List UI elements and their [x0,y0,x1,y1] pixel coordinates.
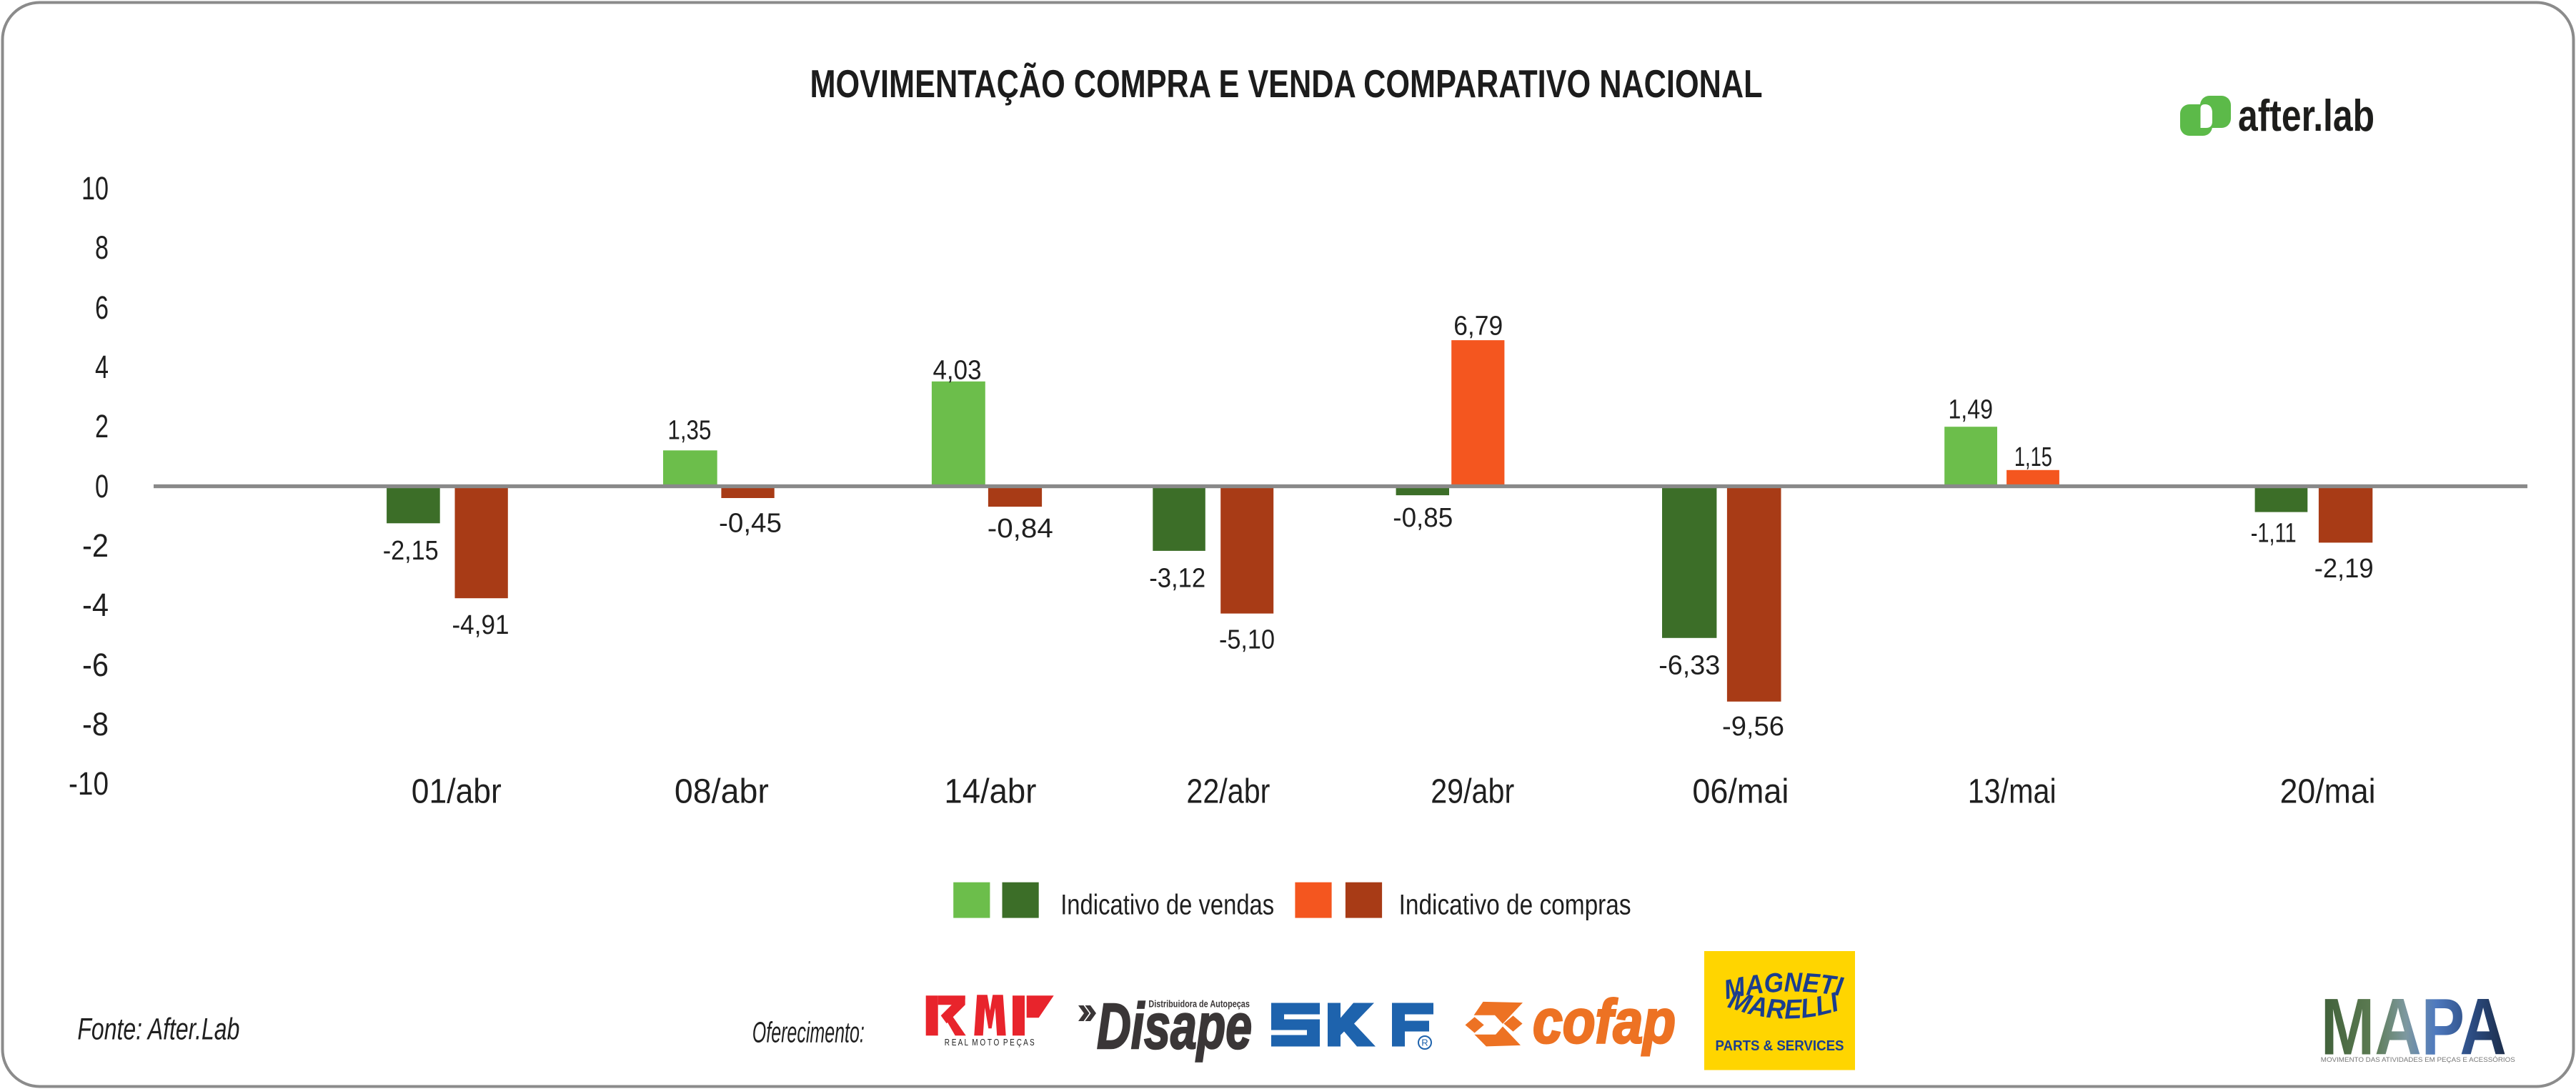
svg-text:-10: -10 [69,765,109,802]
svg-text:6,79: 6,79 [1453,311,1503,341]
svg-text:29/abr: 29/abr [1431,772,1514,810]
svg-text:14/abr: 14/abr [944,772,1036,810]
svg-text:MOVIMENTAÇÃO COMPRA E VENDA CO: MOVIMENTAÇÃO COMPRA E VENDA COMPARATIVO … [810,61,1763,106]
svg-text:8: 8 [95,229,109,266]
svg-text:after.lab: after.lab [2238,91,2374,141]
svg-text:-0,85: -0,85 [1393,503,1453,533]
svg-text:-0,84: -0,84 [988,514,1053,544]
svg-text:Indicativo de compras: Indicativo de compras [1399,889,1631,920]
svg-text:-4: -4 [82,587,109,623]
svg-text:0: 0 [95,468,109,504]
svg-text:MAPA: MAPA [2321,983,2507,1072]
svg-text:13/mai: 13/mai [1968,772,2057,810]
svg-text:08/abr: 08/abr [675,772,769,810]
svg-text:Fonte: After.Lab: Fonte: After.Lab [77,1013,239,1047]
svg-text:Oferecimento:: Oferecimento: [752,1016,865,1049]
svg-text:1,15: 1,15 [2014,442,2052,472]
svg-text:20/mai: 20/mai [2280,772,2376,810]
svg-text:10: 10 [81,170,109,207]
svg-text:-8: -8 [82,706,109,742]
svg-text:1,49: 1,49 [1948,394,1993,424]
svg-text:Disape: Disape [1097,991,1252,1063]
svg-text:-4,91: -4,91 [452,610,509,640]
svg-text:PARTS & SERVICES: PARTS & SERVICES [1716,1038,1844,1054]
svg-text:Distribuidora de Autopeças: Distribuidora de Autopeças [1148,998,1250,1009]
svg-text:4,03: 4,03 [933,355,982,385]
svg-text:-6,33: -6,33 [1659,651,1720,681]
svg-text:-3,12: -3,12 [1149,563,1205,593]
svg-text:MOVIMENTO DAS ATIVIDADES EM PE: MOVIMENTO DAS ATIVIDADES EM PEÇAS E ACES… [2321,1056,2515,1063]
svg-text:R E A L M O T O P E Ç A S: R E A L M O T O P E Ç A S [945,1038,1035,1048]
svg-text:cofap: cofap [1533,988,1676,1056]
svg-text:R: R [1421,1038,1428,1048]
svg-text:6: 6 [95,289,109,326]
svg-text:-5,10: -5,10 [1219,625,1275,655]
svg-text:22/abr: 22/abr [1186,772,1270,810]
svg-text:-0,45: -0,45 [719,509,782,539]
svg-text:-1,11: -1,11 [2251,519,2297,549]
svg-text:-2,19: -2,19 [2314,554,2374,584]
svg-text:Indicativo de vendas: Indicativo de vendas [1060,889,1274,920]
svg-text:06/mai: 06/mai [1692,772,1789,810]
svg-text:2: 2 [95,408,109,444]
svg-text:1,35: 1,35 [667,416,711,446]
svg-text:-2: -2 [82,527,109,564]
svg-text:-6: -6 [82,647,109,683]
svg-text:4: 4 [95,349,109,385]
svg-text:-2,15: -2,15 [383,536,439,566]
svg-text:-9,56: -9,56 [1722,712,1784,742]
svg-text:01/abr: 01/abr [412,772,502,810]
